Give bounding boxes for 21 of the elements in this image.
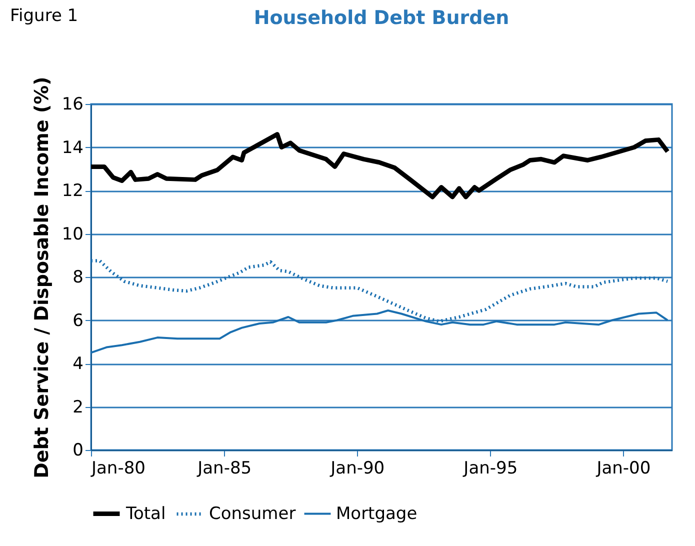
y-tick-label: 4 [72,354,84,374]
legend-label: Consumer [209,504,296,524]
x-tick-label: Jan-00 [596,458,651,478]
y-tick-label: 0 [72,440,84,460]
x-tick-label: Jan-85 [196,458,252,478]
x-tick-label: Jan-80 [90,458,146,478]
chart-title: Household Debt Burden [254,7,510,30]
y-tick-label: 12 [62,181,84,201]
line-series [91,132,670,200]
x-tick-label: Jan-95 [462,458,518,478]
y-tick-label: 6 [72,310,84,331]
y-tick-label: 8 [72,268,84,288]
y-tick-label: 16 [62,94,84,114]
y-tick-label: 10 [62,224,84,244]
legend-label: Mortgage [336,504,418,524]
caption: Figure 1 [10,6,78,26]
x-tick-label: Jan-90 [330,458,385,478]
legend-label: Total [125,504,166,524]
y-tick-label: 2 [72,397,84,418]
y-tick-label: 14 [62,138,84,158]
y-axis-title: Debt Service / Disposable Income (%) [30,76,53,478]
